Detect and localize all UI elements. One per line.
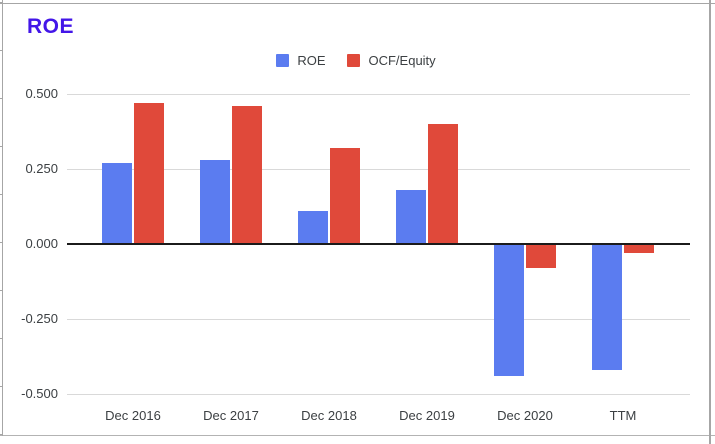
sheet-row-tick (0, 146, 3, 147)
legend-item-roe[interactable]: ROE (276, 53, 325, 68)
bar-roe-dec-2020[interactable] (494, 244, 524, 376)
sheet-row-tick (0, 98, 3, 99)
plot-area: 0.500 0.250 0.000 -0.250 -0.500 Dec 2016 Dec 2… (4, 5, 708, 435)
sheet-row-tick (0, 2, 3, 3)
bar-ocf-equity-dec-2016[interactable] (134, 103, 164, 244)
y-axis-label: -0.500 (21, 386, 58, 401)
sheet-row-tick (0, 194, 3, 195)
sheet-left-edge-line (2, 0, 3, 436)
sheet-row-gridline-top (0, 3, 715, 4)
y-axis-label: 0.000 (25, 236, 58, 251)
sheet-row-tick (0, 338, 3, 339)
sheet-row-tick (0, 386, 3, 387)
y-gridline (67, 94, 690, 95)
bar-ocf-equity-dec-2020[interactable] (526, 244, 556, 268)
bar-roe-ttm[interactable] (592, 244, 622, 370)
x-axis-label: Dec 2019 (399, 408, 455, 423)
sheet-row-tick (0, 50, 3, 51)
bar-ocf-equity-dec-2017[interactable] (232, 106, 262, 244)
sheet-column-gridline (709, 0, 711, 444)
chart-legend: ROE OCF/Equity (4, 53, 708, 68)
sheet-row-tick (0, 434, 3, 435)
bar-roe-dec-2016[interactable] (102, 163, 132, 244)
x-axis-baseline (67, 243, 690, 245)
bar-ocf-equity-dec-2018[interactable] (330, 148, 360, 244)
bar-ocf-equity-ttm[interactable] (624, 244, 654, 253)
chart-title: ROE (27, 15, 75, 38)
y-gridline (67, 169, 690, 170)
legend-item-ocf-equity[interactable]: OCF/Equity (347, 53, 436, 68)
bar-roe-dec-2019[interactable] (396, 190, 426, 244)
legend-swatch-roe (276, 54, 290, 67)
sheet-row-tick (0, 242, 3, 243)
chart-canvas[interactable]: ROE ROE OCF/Equity 0.500 0.250 0.000 -0.250… (4, 5, 708, 435)
sheet-row-tick (0, 290, 3, 291)
bar-roe-dec-2018[interactable] (298, 211, 328, 244)
x-axis-label: Dec 2020 (497, 408, 553, 423)
bar-ocf-equity-dec-2019[interactable] (428, 124, 458, 244)
legend-label-ocf-equity: OCF/Equity (368, 53, 436, 68)
bar-roe-dec-2017[interactable] (200, 160, 230, 244)
x-axis-label: Dec 2017 (203, 408, 259, 423)
y-axis-label: -0.250 (21, 311, 58, 326)
y-axis-label: 0.500 (25, 86, 58, 101)
y-gridline (67, 394, 690, 395)
x-axis-label: Dec 2016 (105, 408, 161, 423)
y-gridline (67, 319, 690, 320)
legend-swatch-ocf-equity (347, 54, 361, 67)
y-axis-label: 0.250 (25, 161, 58, 176)
sheet-row-gridline-bottom (0, 435, 715, 436)
x-axis-label: Dec 2018 (301, 408, 357, 423)
x-axis-label: TTM (609, 408, 637, 423)
legend-label-roe: ROE (297, 53, 326, 68)
